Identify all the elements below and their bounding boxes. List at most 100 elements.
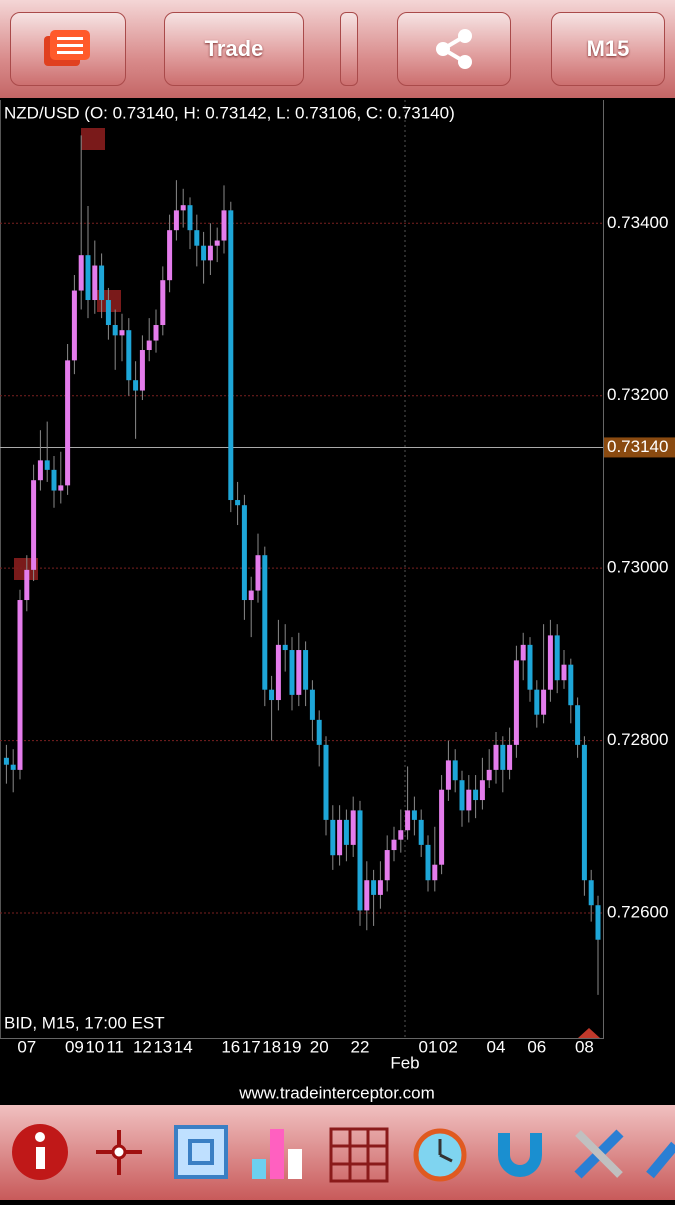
toolbar-icons — [12, 1124, 675, 1183]
candle-body — [554, 635, 560, 681]
candle-body — [323, 744, 329, 820]
x-tick-label: 22 — [351, 1037, 370, 1056]
candle-body — [275, 644, 281, 701]
candle-body — [371, 880, 377, 895]
month-label: Feb — [390, 1053, 419, 1072]
scroll-handle[interactable] — [340, 12, 358, 86]
candle-body — [44, 460, 50, 470]
x-tick-label: 09 — [65, 1037, 84, 1056]
x-tick-label: 19 — [283, 1037, 302, 1056]
scroll-marker — [578, 1028, 600, 1038]
x-tick-label: 08 — [575, 1037, 594, 1056]
x-tick-label: 17 — [242, 1037, 261, 1056]
candle-body — [228, 210, 234, 501]
alarm-tool[interactable] — [413, 1128, 467, 1182]
candle-body — [561, 664, 567, 681]
x-tick-label: 06 — [527, 1037, 546, 1056]
candle-body — [303, 650, 309, 690]
candle-body — [24, 569, 30, 601]
candle-body — [568, 664, 574, 706]
x-tick-label: 18 — [262, 1037, 281, 1056]
candle-body — [411, 810, 417, 820]
candle-body — [541, 689, 547, 715]
candle-body — [445, 760, 451, 790]
x-tick-label: 14 — [174, 1037, 193, 1056]
candle-body — [51, 469, 57, 491]
candle-body — [235, 500, 241, 506]
candle-body — [221, 210, 227, 241]
candle-body — [350, 810, 356, 845]
candle-body — [405, 810, 411, 831]
candle-body — [439, 789, 445, 865]
candle-body — [432, 864, 438, 881]
crosshair-tool[interactable] — [96, 1130, 142, 1175]
share-icon — [436, 29, 472, 69]
x-tick-label: 13 — [153, 1037, 172, 1056]
candle-body — [99, 265, 105, 301]
candle-body — [146, 340, 152, 351]
candle-body — [581, 744, 587, 881]
candle-body — [575, 705, 581, 745]
x-tick-label: 20 — [310, 1037, 329, 1056]
x-tick-label: 04 — [487, 1037, 506, 1056]
candle-body — [466, 789, 472, 811]
candle-body — [241, 505, 247, 601]
candle-body — [92, 265, 98, 301]
x-tick-label: 12 — [133, 1037, 152, 1056]
candle-body — [595, 905, 601, 940]
candle-body — [3, 757, 9, 765]
trade-button[interactable]: Trade — [164, 12, 304, 86]
candle-body — [65, 360, 71, 486]
candle-body — [527, 644, 533, 690]
candle-body — [479, 780, 485, 801]
candle-body — [486, 769, 492, 781]
magnet-tool[interactable] — [498, 1133, 542, 1177]
x-tick-label: 07 — [17, 1037, 36, 1056]
candle-body — [173, 210, 179, 231]
candle-body — [282, 644, 288, 651]
candle-body — [588, 880, 594, 906]
candle-body — [160, 280, 166, 326]
candle-body — [58, 485, 64, 491]
draw-tool-more[interactable] — [646, 1141, 675, 1179]
candle-body — [17, 600, 23, 770]
share-button[interactable] — [397, 12, 511, 86]
candle-body — [153, 325, 159, 341]
current-price-label: 0.73140 — [607, 437, 668, 456]
zoom-tool[interactable] — [174, 1125, 228, 1179]
candle-body — [31, 480, 37, 570]
grid-tool[interactable] — [329, 1127, 389, 1183]
y-tick-label: 0.73400 — [607, 213, 668, 232]
candle-body — [85, 255, 91, 301]
menu-button[interactable] — [10, 12, 126, 86]
candle-body — [71, 290, 77, 361]
info-tool[interactable] — [12, 1124, 68, 1180]
y-tick-label: 0.72800 — [607, 730, 668, 749]
candle-body — [357, 810, 363, 911]
draw-tool[interactable] — [574, 1129, 624, 1179]
indicator-tool[interactable] — [252, 1129, 302, 1179]
candle-body — [139, 350, 145, 391]
candle-body — [330, 819, 336, 856]
x-tick-label: 01 — [419, 1037, 438, 1056]
candle-body — [513, 660, 519, 745]
candle-body — [37, 460, 43, 481]
candle-body — [262, 555, 268, 690]
candle-body — [112, 325, 118, 336]
candle-body — [194, 230, 200, 246]
timeframe-button[interactable]: M15 — [551, 12, 665, 86]
candle-body — [78, 255, 84, 291]
candle-body — [296, 650, 302, 695]
candle-body — [309, 689, 315, 720]
current-price-box — [604, 437, 675, 458]
candle-body — [248, 590, 254, 601]
x-tick-label: 11 — [106, 1037, 124, 1056]
y-tick-label: 0.73200 — [607, 385, 668, 404]
candle-body — [364, 880, 370, 911]
candle-body — [343, 819, 349, 845]
candle-body — [269, 689, 275, 701]
candle-body — [459, 780, 465, 811]
candle-body — [126, 330, 132, 381]
candle-body — [500, 744, 506, 770]
candle-body — [520, 644, 526, 661]
